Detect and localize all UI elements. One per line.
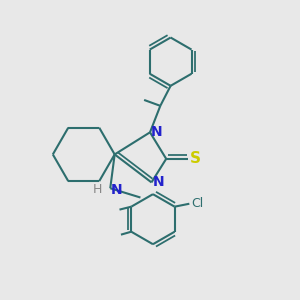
- Text: N: N: [110, 183, 122, 197]
- Text: S: S: [190, 151, 201, 166]
- Text: N: N: [151, 125, 163, 139]
- Text: H: H: [93, 183, 102, 196]
- Text: Cl: Cl: [191, 197, 203, 210]
- Text: N: N: [152, 176, 164, 189]
